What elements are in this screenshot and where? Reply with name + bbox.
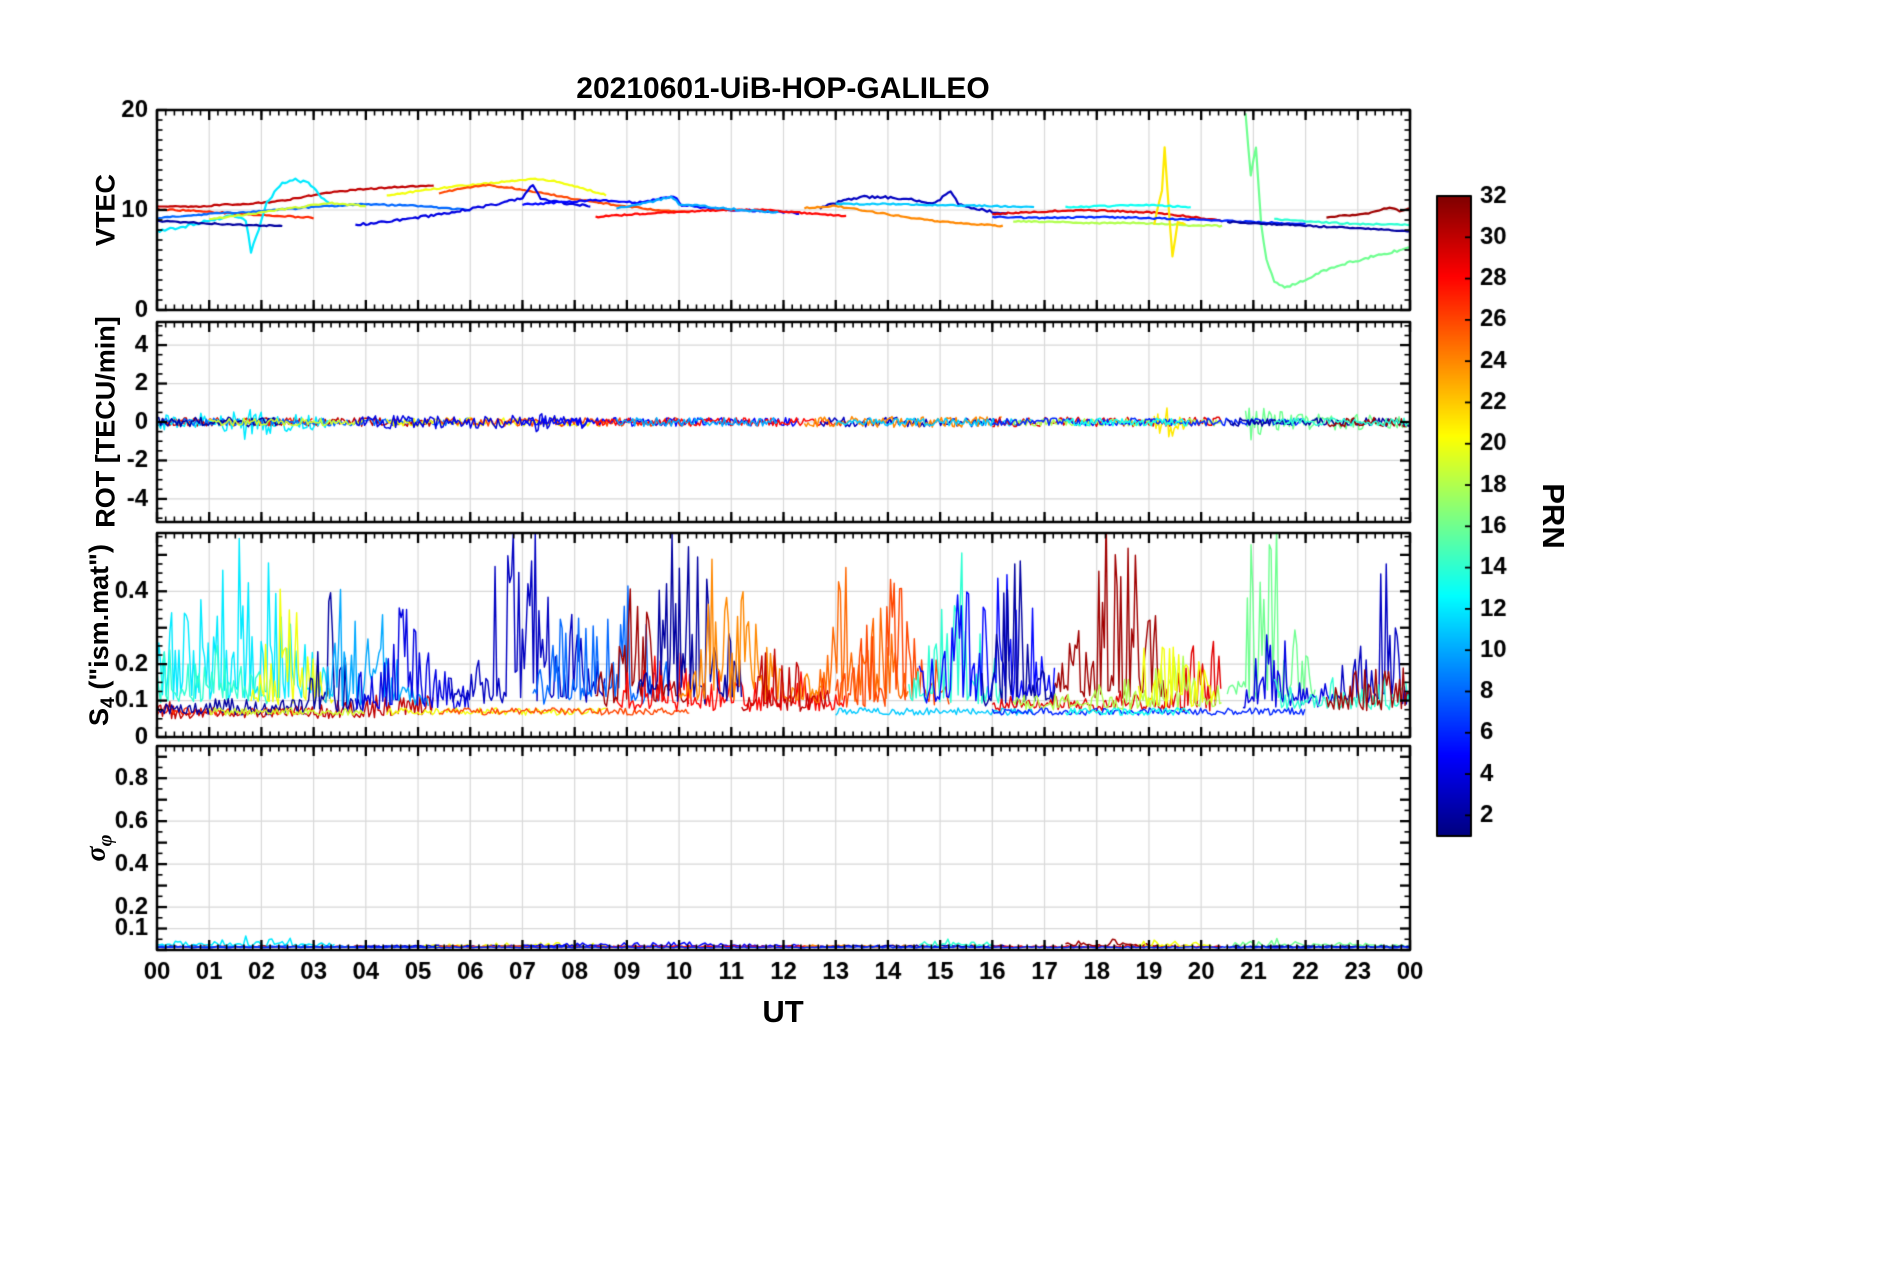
vtec-axis-label: VTEC bbox=[91, 174, 122, 246]
s4-axis-label-rest: ("ism.mat") bbox=[83, 544, 114, 698]
rot-axis-label-text: ROT [TECU/min] bbox=[90, 316, 121, 528]
colorbar-label: PRN bbox=[1536, 483, 1571, 549]
s4-axis-label-sub: 4 bbox=[97, 697, 120, 708]
sigma-axis-label-sub: φ bbox=[94, 834, 117, 847]
x-axis-label: UT bbox=[762, 994, 804, 1029]
rot-axis-label: ROT [TECU/min] bbox=[91, 316, 122, 527]
chart-title: 20210601-UiB-HOP-GALILEO bbox=[576, 72, 990, 105]
vtec-axis-label-text: VTEC bbox=[90, 173, 121, 247]
s4-axis-label: S4 ("ism.mat") bbox=[84, 544, 120, 726]
sigma-phi-axis-label: σφ bbox=[81, 835, 118, 862]
sigma-axis-label-main: σ bbox=[80, 846, 112, 862]
s4-axis-label-main: S bbox=[83, 707, 114, 726]
